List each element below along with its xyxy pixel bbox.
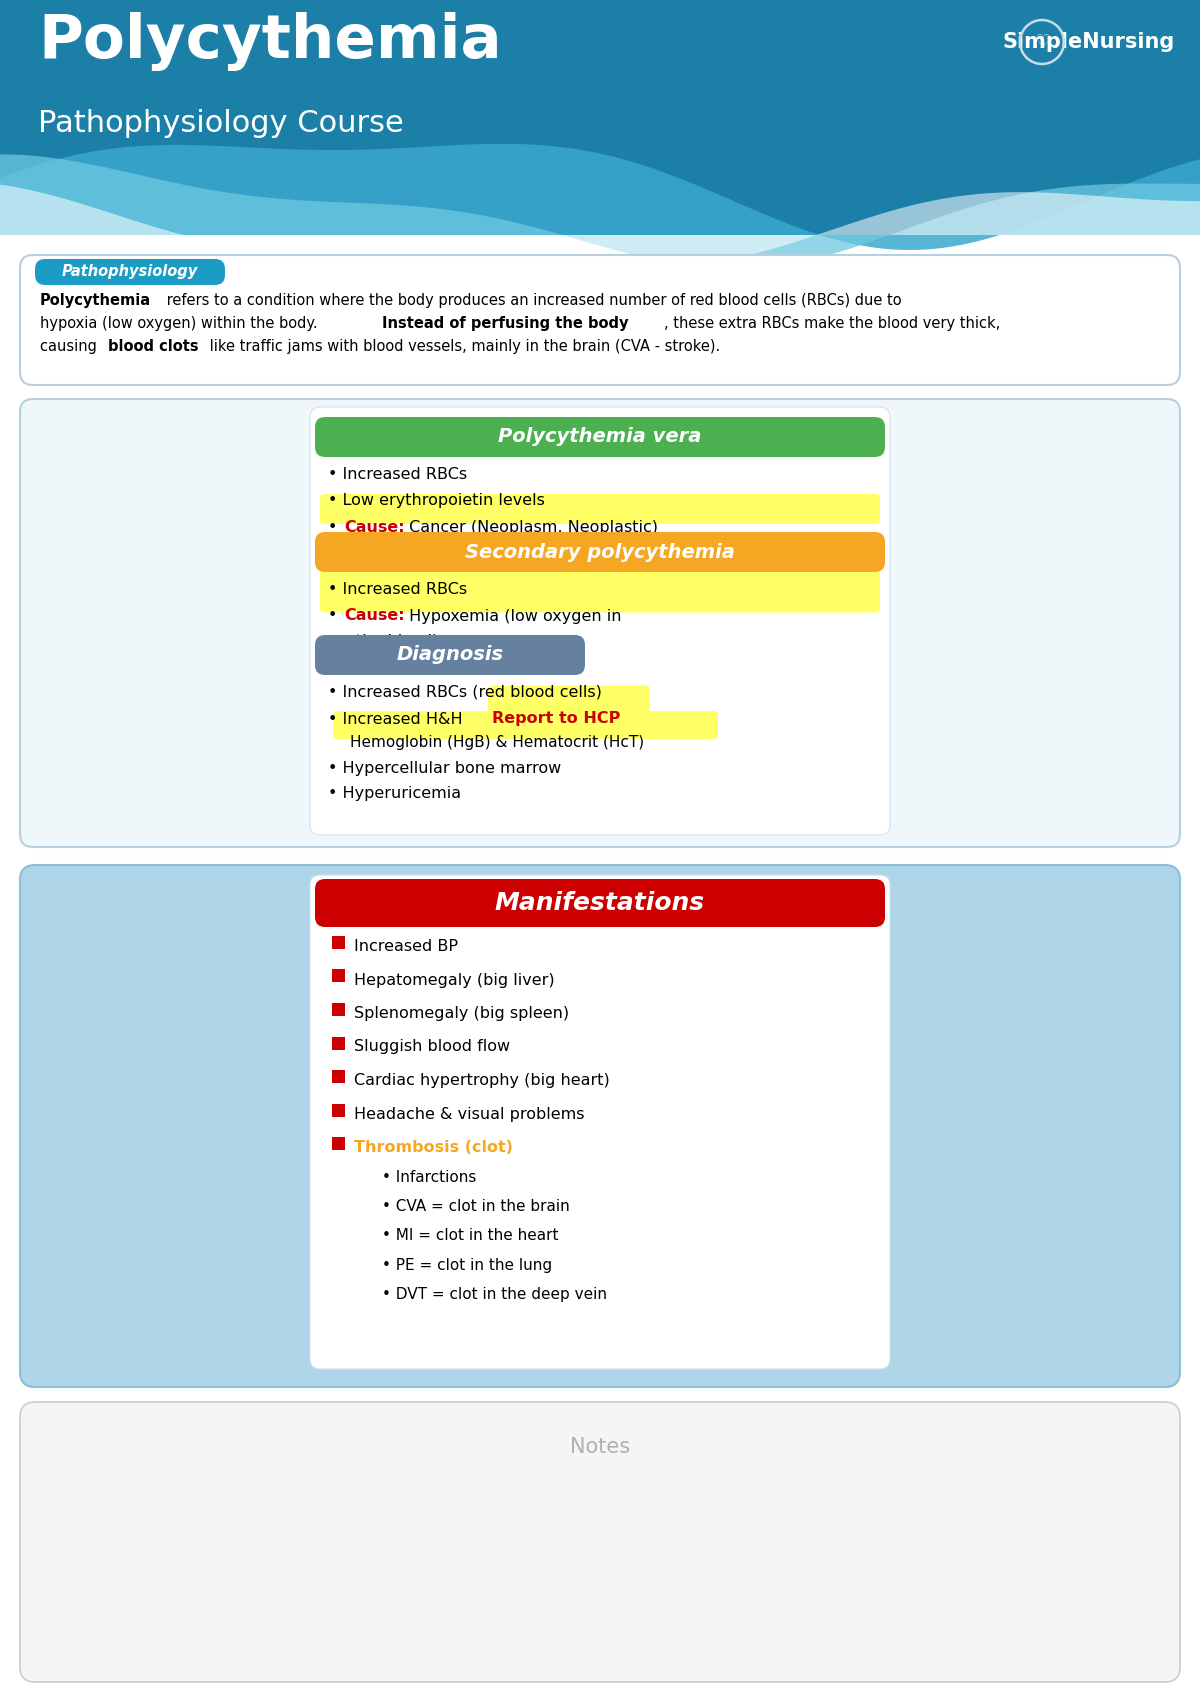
Text: Pathophysiology: Pathophysiology: [62, 265, 198, 280]
Text: Instead of perfusing the body: Instead of perfusing the body: [382, 316, 629, 331]
FancyBboxPatch shape: [314, 879, 886, 927]
Bar: [0, 0, 1200, 234]
Bar: [332, 969, 346, 983]
FancyBboxPatch shape: [320, 560, 880, 613]
Text: Sluggish blood flow: Sluggish blood flow: [354, 1040, 510, 1054]
Text: Hepatomegaly (big liver): Hepatomegaly (big liver): [354, 972, 554, 988]
Text: causing: causing: [40, 339, 102, 355]
Text: • CVA = clot in the brain: • CVA = clot in the brain: [382, 1200, 570, 1213]
Text: Hypoxemia (low oxygen in: Hypoxemia (low oxygen in: [404, 609, 622, 623]
Text: • Increased RBCs (red blood cells): • Increased RBCs (red blood cells): [328, 686, 602, 699]
FancyBboxPatch shape: [35, 260, 226, 285]
Text: like traffic jams with blood vessels, mainly in the brain (CVA - stroke).: like traffic jams with blood vessels, ma…: [205, 339, 720, 355]
Text: • DVT = clot in the deep vein: • DVT = clot in the deep vein: [382, 1288, 607, 1303]
Text: Splenomegaly (big spleen): Splenomegaly (big spleen): [354, 1006, 569, 1022]
Bar: [332, 1037, 346, 1049]
Text: •: •: [328, 609, 342, 623]
Text: ♡: ♡: [1034, 32, 1050, 51]
FancyBboxPatch shape: [310, 407, 890, 835]
Text: , these extra RBCs make the blood very thick,: , these extra RBCs make the blood very t…: [664, 316, 1001, 331]
Text: • Hypercellular bone marrow: • Hypercellular bone marrow: [328, 760, 562, 776]
Text: Diagnosis: Diagnosis: [396, 645, 504, 665]
FancyBboxPatch shape: [314, 635, 586, 675]
Text: refers to a condition where the body produces an increased number of red blood c: refers to a condition where the body pro…: [162, 294, 901, 307]
Polygon shape: [0, 144, 1200, 249]
FancyBboxPatch shape: [20, 255, 1180, 385]
Text: Increased BP: Increased BP: [354, 938, 458, 954]
FancyBboxPatch shape: [314, 417, 886, 456]
Text: Cause:: Cause:: [344, 519, 404, 535]
Bar: [332, 1103, 346, 1117]
Text: • PE = clot in the lung: • PE = clot in the lung: [382, 1257, 552, 1273]
Text: Report to HCP: Report to HCP: [492, 711, 620, 726]
Bar: [332, 937, 346, 949]
Bar: [332, 1003, 346, 1017]
Text: Hemoglobin (HgB) & Hematocrit (HcT): Hemoglobin (HgB) & Hematocrit (HcT): [350, 735, 644, 750]
FancyBboxPatch shape: [488, 686, 650, 716]
Text: Manifestations: Manifestations: [494, 891, 706, 915]
Text: blood clots: blood clots: [108, 339, 199, 355]
Text: • Infarctions: • Infarctions: [382, 1169, 476, 1185]
FancyBboxPatch shape: [20, 1402, 1180, 1682]
Text: • Increased RBCs: • Increased RBCs: [328, 467, 467, 482]
Text: Headache & visual problems: Headache & visual problems: [354, 1106, 584, 1122]
Text: •: •: [328, 519, 342, 535]
Text: Pathophysiology Course: Pathophysiology Course: [38, 109, 403, 137]
Bar: [332, 1137, 346, 1151]
Text: Cancer (Neoplasm, Neoplastic): Cancer (Neoplasm, Neoplastic): [404, 519, 658, 535]
FancyBboxPatch shape: [20, 399, 1180, 847]
Text: • MI = clot in the heart: • MI = clot in the heart: [382, 1229, 558, 1244]
Text: Secondary polycythemia: Secondary polycythemia: [466, 543, 734, 562]
Text: Thrombosis (clot): Thrombosis (clot): [354, 1140, 514, 1156]
FancyBboxPatch shape: [314, 531, 886, 572]
Polygon shape: [0, 154, 1200, 270]
Text: Cardiac hypertrophy (big heart): Cardiac hypertrophy (big heart): [354, 1073, 610, 1088]
FancyBboxPatch shape: [20, 865, 1180, 1386]
FancyBboxPatch shape: [310, 876, 890, 1369]
Text: Cause:: Cause:: [344, 609, 404, 623]
Text: Polycythemia: Polycythemia: [38, 12, 502, 71]
Text: Polycythemia vera: Polycythemia vera: [498, 428, 702, 446]
Text: • Increased H&H: • Increased H&H: [328, 711, 468, 726]
Text: Notes: Notes: [570, 1437, 630, 1458]
Text: SimpleNursing: SimpleNursing: [1003, 32, 1175, 53]
Text: Polycythemia: Polycythemia: [40, 294, 151, 307]
FancyBboxPatch shape: [334, 711, 718, 738]
Text: hypoxia (low oxygen) within the body.: hypoxia (low oxygen) within the body.: [40, 316, 323, 331]
Text: • Low erythropoietin levels: • Low erythropoietin levels: [328, 494, 545, 509]
Bar: [332, 1071, 346, 1083]
Polygon shape: [0, 185, 1200, 266]
FancyBboxPatch shape: [320, 494, 880, 524]
Text: • Hyperuricemia: • Hyperuricemia: [328, 786, 461, 801]
Text: the blood): the blood): [356, 633, 438, 648]
Text: • Increased RBCs: • Increased RBCs: [328, 582, 467, 597]
